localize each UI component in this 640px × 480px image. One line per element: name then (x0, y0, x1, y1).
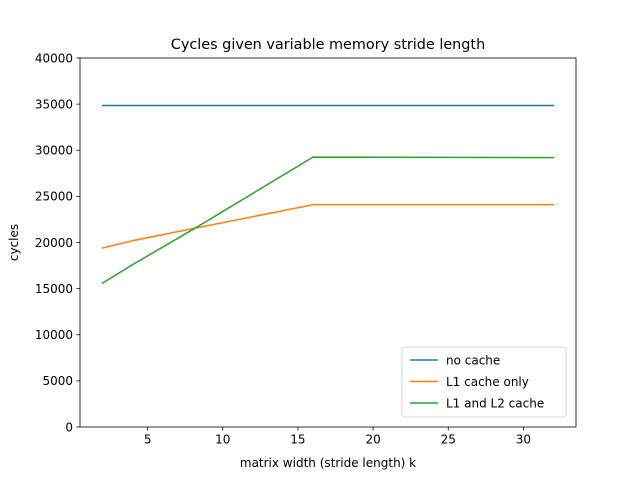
x-tick-label: 15 (290, 433, 305, 447)
y-axis-label: cycles (7, 224, 21, 261)
y-axis-ticks: 0 5000 10000 15000 20000 25000 30000 35000 40000 (35, 51, 80, 434)
legend-label: L1 cache only (446, 375, 529, 389)
chart-title: Cycles given variable memory stride leng… (171, 37, 485, 53)
y-tick-label: 20000 (35, 236, 73, 250)
series-lines (101, 104, 555, 285)
x-tick-label: 20 (365, 433, 380, 447)
x-axis-label: matrix width (stride length) k (240, 456, 416, 470)
y-tick-label: 0 (65, 420, 73, 434)
x-tick-label: 30 (516, 433, 531, 447)
y-tick-label: 5000 (42, 374, 73, 388)
x-tick-label: 5 (144, 433, 152, 447)
y-tick-label: 35000 (35, 97, 73, 111)
y-tick-label: 15000 (35, 282, 73, 296)
series-line-l1-and-l2-cache (101, 156, 555, 285)
y-tick-label: 10000 (35, 328, 73, 342)
series-line-l1-cache-only (101, 203, 555, 249)
legend-label: L1 and L2 cache (446, 396, 544, 410)
x-tick-label: 25 (441, 433, 456, 447)
y-tick-label: 30000 (35, 144, 73, 158)
x-tick-label: 10 (215, 433, 230, 447)
y-tick-label: 25000 (35, 190, 73, 204)
legend-label: no cache (446, 353, 500, 367)
legend: no cache L1 cache only L1 and L2 cache (401, 346, 567, 418)
plot-area-frame (79, 57, 577, 428)
y-tick-label: 40000 (35, 51, 73, 65)
legend-box (401, 346, 567, 418)
x-axis-ticks: 5 10 15 20 25 30 (144, 427, 531, 447)
